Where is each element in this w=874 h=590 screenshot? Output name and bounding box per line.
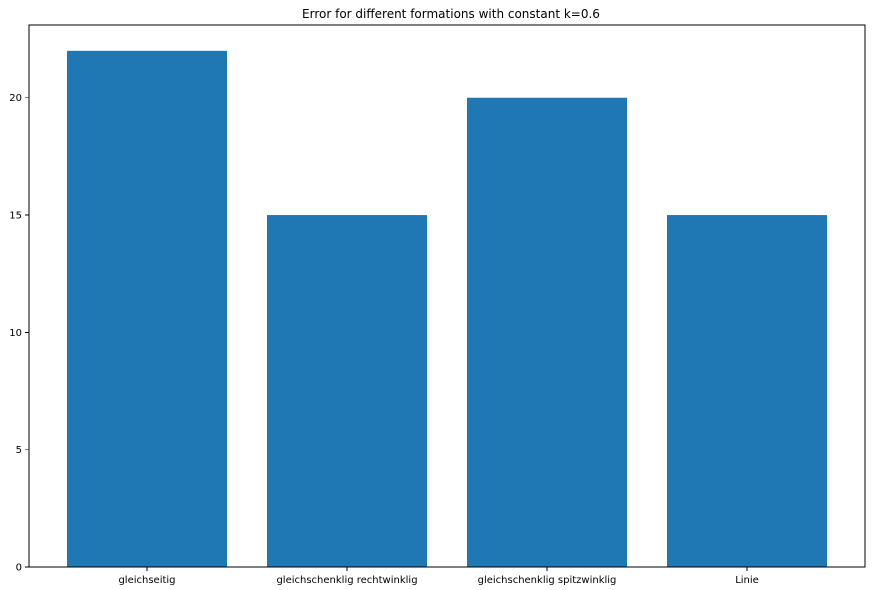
chart-title: Error for different formations with cons…	[302, 7, 600, 21]
x-tick-label: Linie	[735, 575, 759, 586]
bar-2	[467, 97, 627, 567]
y-axis: 0 5 10 15 20	[9, 93, 29, 574]
y-tick-label: 20	[9, 93, 22, 104]
x-axis: gleichseitig gleichschenklig rechtwinklig…	[118, 567, 759, 586]
plot-frame	[28, 24, 866, 568]
x-tick-label: gleichschenklig rechtwinklig	[276, 575, 417, 586]
bars-group	[67, 50, 827, 568]
y-tick-label: 10	[9, 328, 22, 339]
y-tick-label: 5	[16, 445, 22, 456]
x-tick-label: gleichseitig	[118, 575, 175, 586]
bar-3	[667, 215, 827, 567]
y-tick-label: 15	[9, 211, 22, 222]
y-tick-label: 0	[16, 563, 22, 574]
bar-1	[267, 215, 427, 567]
bar-0	[67, 50, 227, 568]
x-tick-label: gleichschenklig spitzwinklig	[478, 575, 617, 586]
